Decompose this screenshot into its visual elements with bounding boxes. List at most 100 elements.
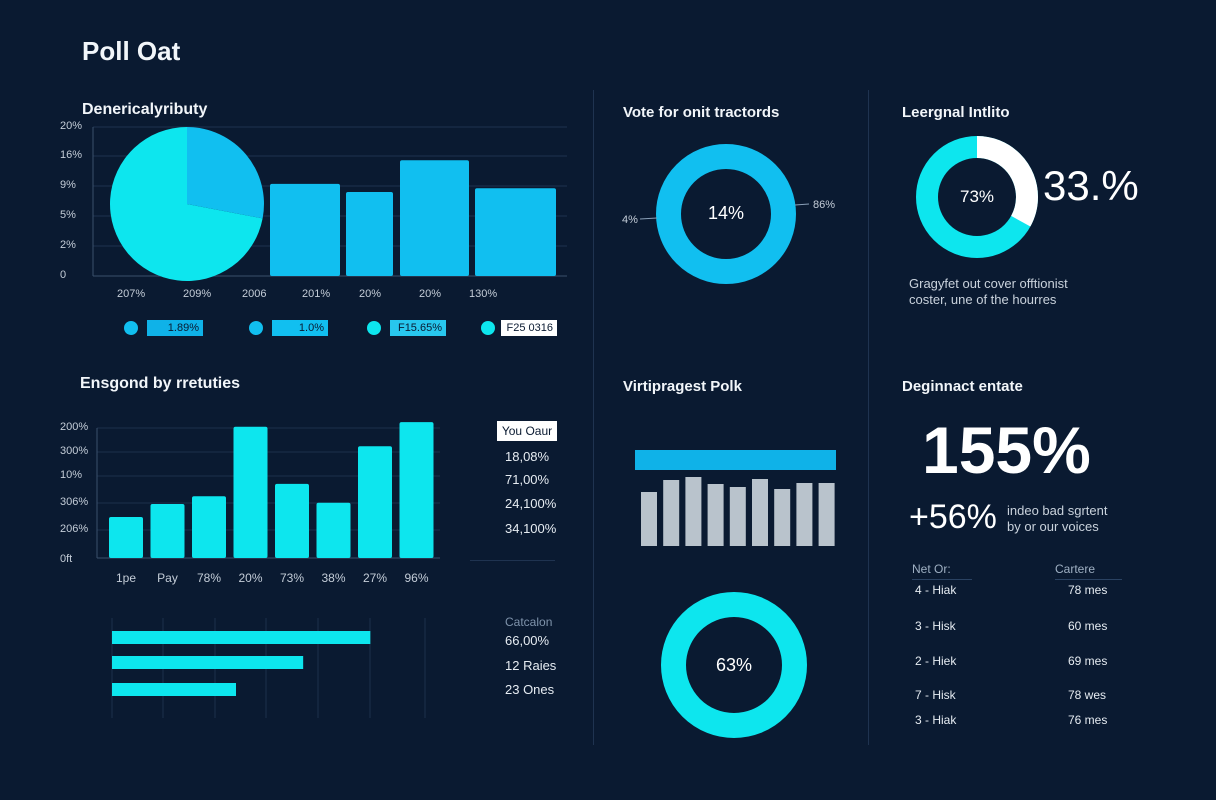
table-row-name: 3 - Hiak: [915, 713, 957, 727]
bar: [663, 480, 680, 546]
legend-item[interactable]: F25 0316: [501, 320, 557, 336]
y-tick-label: 20%: [60, 120, 83, 132]
delta-value: +56%: [909, 498, 997, 536]
x-tick-label: 73%: [279, 571, 305, 585]
y-tick-label: 306%: [60, 496, 89, 508]
bar: [192, 496, 226, 558]
y-tick-label: 300%: [60, 445, 89, 457]
bar: [796, 483, 813, 546]
hbar-value: 12 Raies: [505, 658, 557, 673]
hero-value: 155%: [922, 413, 1091, 487]
bar: [316, 502, 351, 558]
hbar: [112, 683, 236, 696]
header-bar: [635, 450, 836, 470]
y-tick-label: 5%: [60, 209, 76, 221]
delta-text-line: indeo bad sgrtent: [1007, 503, 1108, 518]
panel3-title2: Virtipragest Polk: [623, 378, 742, 395]
bar: [109, 517, 143, 558]
hbar-value: 66,00%: [505, 633, 550, 648]
side-header-badge: You Oaur: [497, 421, 557, 441]
description-line: coster, une of the hourres: [909, 292, 1057, 307]
x-tick-label: Pay: [157, 571, 178, 585]
bar: [685, 477, 702, 546]
page-title: Poll Oat: [82, 36, 181, 66]
donut3-center-label: 73%: [959, 187, 995, 206]
description: Gragyfet out cover offtionist coster, un…: [909, 276, 1068, 308]
pie-slice: [187, 127, 264, 219]
bar: [400, 160, 469, 276]
x-tick-label: 201%: [302, 288, 331, 300]
x-tick-label: 27%: [362, 571, 388, 585]
table-row-value: 69 mes: [1068, 654, 1108, 668]
bar: [818, 483, 835, 546]
table-row-name: 4 - Hiak: [915, 583, 957, 597]
donut-segment: [916, 136, 1038, 258]
panel1-title: Denericalyributy: [82, 101, 208, 118]
panel4-title2: Deginnact entate: [902, 378, 1023, 395]
bar: [475, 188, 556, 276]
donut-ring: [656, 144, 796, 284]
y-tick-label: 9%: [60, 179, 76, 191]
hbar: [112, 631, 371, 644]
table-row-value: 78 mes: [1068, 583, 1108, 597]
x-tick-label: 2006: [242, 288, 267, 300]
donut-center-label: 14%: [707, 203, 745, 223]
x-tick-label: 20%: [238, 571, 263, 585]
bar: [641, 492, 657, 546]
divider: [868, 90, 869, 745]
x-tick-label: 96%: [404, 571, 429, 585]
legend-dot: [367, 321, 381, 335]
donut-label-left: 4%: [622, 214, 638, 226]
hbar-value: 23 Ones: [505, 682, 555, 697]
x-tick-label: 209%: [183, 288, 212, 300]
legend-item[interactable]: 1.0%: [272, 320, 328, 336]
y-tick-label: 16%: [60, 149, 83, 161]
y-tick-label: 0: [60, 269, 67, 281]
panel4-title: Leergnal Intlito: [902, 104, 1010, 121]
panel3-title: Vote for onit tractords: [623, 104, 780, 121]
pie-slice: [109, 127, 263, 282]
x-tick-label: 78%: [196, 571, 222, 585]
table-row-value: 60 mes: [1068, 619, 1108, 633]
y-tick-label: 200%: [60, 421, 89, 433]
delta-text: indeo bad sgrtent by or our voices: [1007, 503, 1107, 535]
legend-dot: [124, 321, 138, 335]
side-value: 71,00%: [505, 472, 550, 487]
table-header-name: Net Or:: [912, 562, 972, 580]
divider: [470, 560, 555, 561]
table-row-name: 7 - Hisk: [915, 688, 956, 702]
x-tick-label: 207%: [117, 288, 146, 300]
table-header-value: Cartere: [1055, 562, 1122, 580]
y-tick-label: 206%: [60, 523, 89, 535]
bar: [729, 487, 746, 546]
y-tick-label: 0ft: [60, 553, 73, 565]
legend-item[interactable]: 1.89%: [147, 320, 203, 336]
hbar-header: Catcalon: [505, 615, 553, 629]
description-line: Gragyfet out cover offtionist: [909, 276, 1068, 291]
side-value: 24,100%: [505, 496, 557, 511]
bar: [233, 426, 268, 558]
bar: [399, 422, 434, 558]
legend-dot: [481, 321, 495, 335]
x-tick-label: 20%: [419, 288, 442, 300]
table-row-value: 78 wes: [1068, 688, 1107, 702]
x-tick-label: 1pe: [115, 571, 137, 585]
table-row-value: 76 mes: [1068, 713, 1108, 727]
bar: [346, 192, 393, 276]
bar: [774, 489, 791, 546]
bar: [707, 484, 724, 546]
bar: [270, 183, 340, 276]
bar: [752, 479, 768, 546]
legend-dot: [249, 321, 263, 335]
bar: [358, 446, 392, 558]
legend-item[interactable]: F15.65%: [390, 320, 446, 336]
donut2-center-label: 63%: [715, 655, 753, 675]
side-value: 18,08%: [505, 449, 550, 464]
donut-ring: [661, 592, 807, 738]
side-value: 34,100%: [505, 521, 557, 536]
table-row-name: 2 - Hiek: [915, 654, 957, 668]
delta-text-line: by or our voices: [1007, 519, 1099, 534]
hbar: [112, 656, 304, 669]
leader-line: [639, 217, 658, 220]
